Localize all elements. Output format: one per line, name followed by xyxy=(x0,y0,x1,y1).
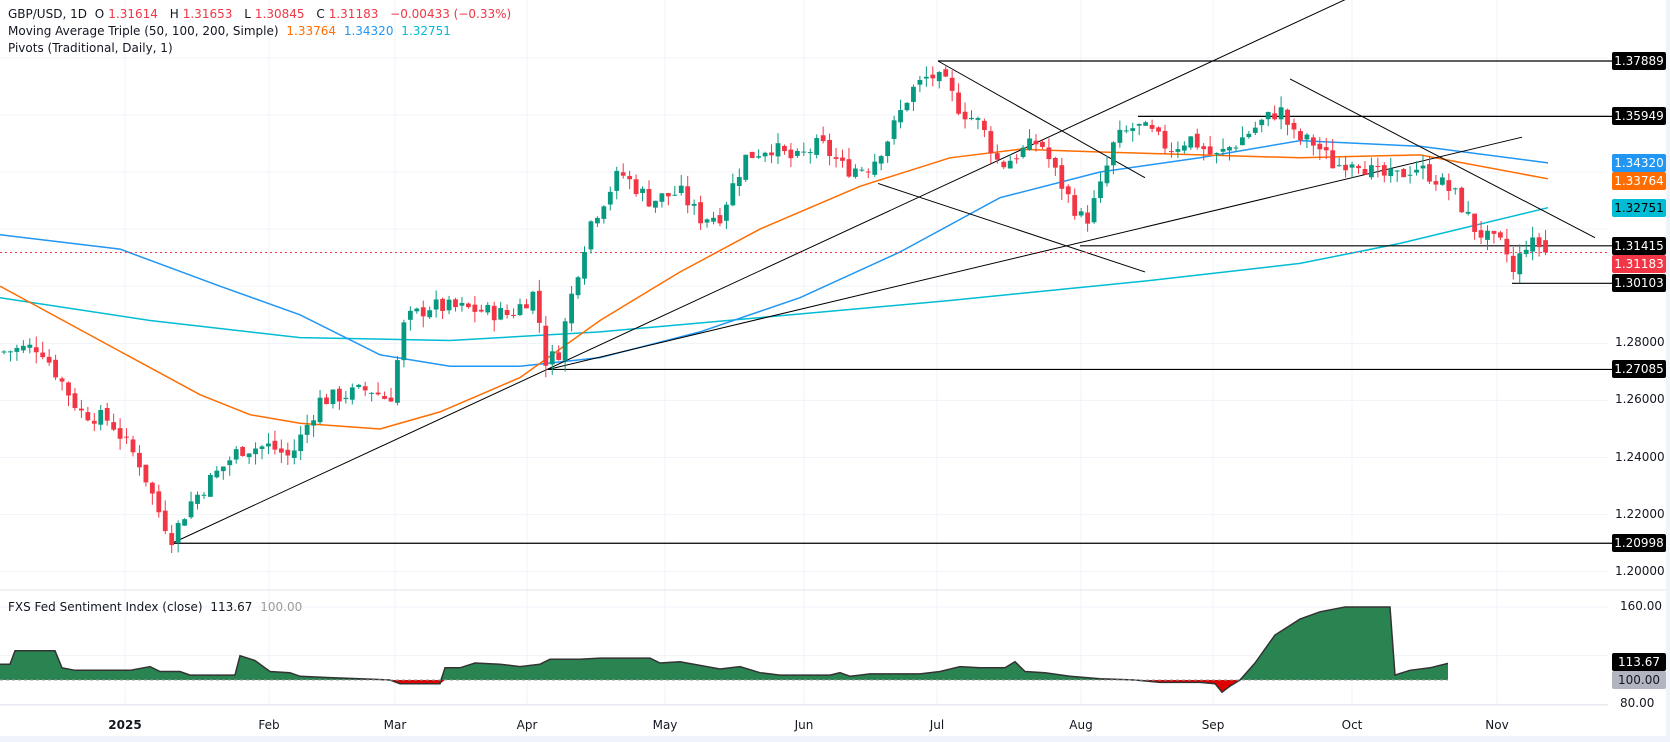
time-label-feb: Feb xyxy=(258,718,280,732)
price-tag-ma100: 1.34320 xyxy=(1612,153,1666,172)
symbol-legend: GBP/USD, 1D O 1.31614 H 1.31653 L 1.30845 C… xyxy=(8,6,515,22)
time-label-apr: Apr xyxy=(516,718,538,732)
ma100-line[interactable] xyxy=(0,139,1549,367)
price-tag-ma50: 1.33764 xyxy=(1612,171,1666,190)
sentiment-legend[interactable]: FXS Fed Sentiment Index (close) 113.67 1… xyxy=(8,599,306,615)
sentiment-positive-area xyxy=(0,607,1448,680)
time-label-mar: Mar xyxy=(383,718,407,732)
time-label-jul: Jul xyxy=(929,718,945,732)
price-tag-pivot: 1.27085 xyxy=(1612,360,1666,379)
time-label-nov: Nov xyxy=(1485,718,1509,732)
ma100-value: 1.34320 xyxy=(343,24,394,38)
open-label: O xyxy=(94,7,105,21)
high-value: 1.31653 xyxy=(182,7,233,21)
close-value: 1.31183 xyxy=(328,7,379,21)
time-label-2025: 2025 xyxy=(108,718,142,732)
price-tag-pivot: 1.31415 xyxy=(1612,236,1666,255)
change-value: −0.00433 (−0.33%) xyxy=(390,7,512,21)
ma200-line[interactable] xyxy=(0,206,1549,342)
sentiment-tick: 160.00 xyxy=(1620,598,1662,613)
price-tick: 1.24000 xyxy=(1615,449,1665,464)
price-tag-pivot: 1.30103 xyxy=(1612,274,1666,293)
time-label-aug: Aug xyxy=(1069,718,1093,732)
price-tag-pivot: 1.20998 xyxy=(1612,534,1666,553)
low-label: L xyxy=(244,7,251,21)
ma-legend[interactable]: Moving Average Triple (50, 100, 200, Sim… xyxy=(8,23,455,39)
time-label-oct: Oct xyxy=(1341,718,1363,732)
ma50-value: 1.33764 xyxy=(286,24,336,38)
ma-label: Moving Average Triple (50, 100, 200, Sim… xyxy=(8,24,279,38)
sentiment-tag-last: 113.67 xyxy=(1612,653,1666,672)
right-border xyxy=(1666,0,1670,742)
bottom-border xyxy=(0,736,1670,742)
ma200-value: 1.32751 xyxy=(401,24,451,38)
price-tick: 1.26000 xyxy=(1615,392,1665,407)
time-label-sep: Sep xyxy=(1201,718,1225,732)
ma50-line[interactable] xyxy=(0,148,1549,430)
drawings[interactable] xyxy=(171,0,1668,544)
sentiment-baseline: 100.00 xyxy=(260,600,303,614)
sentiment-value: 113.67 xyxy=(210,600,253,614)
sentiment-line[interactable] xyxy=(0,606,1449,694)
price-tick: 1.20000 xyxy=(1615,563,1665,578)
price-tick: 1.22000 xyxy=(1615,506,1665,521)
price-tick: 1.28000 xyxy=(1615,335,1665,350)
pivots-legend[interactable]: Pivots (Traditional, Daily, 1) xyxy=(8,40,177,56)
pivots-label: Pivots (Traditional, Daily, 1) xyxy=(8,41,173,55)
price-tag-pivot: 1.35949 xyxy=(1612,107,1666,126)
close-label: C xyxy=(316,7,325,21)
sentiment-tick: 80.00 xyxy=(1620,696,1655,711)
open-value: 1.31614 xyxy=(108,7,158,21)
symbol-label: GBP/USD, 1D xyxy=(8,7,87,21)
time-label-may: May xyxy=(652,718,678,732)
high-label: H xyxy=(169,7,179,21)
price-tag-ma200: 1.32751 xyxy=(1612,198,1666,217)
price-tag-last: 1.31183 xyxy=(1612,254,1666,273)
candles[interactable] xyxy=(1,66,1548,554)
time-label-jun: Jun xyxy=(794,718,814,732)
low-value: 1.30845 xyxy=(254,7,305,21)
sentiment-tag-baseline: 100.00 xyxy=(1612,671,1666,690)
price-tag-pivot: 1.37889 xyxy=(1612,52,1666,70)
sentiment-label: FXS Fed Sentiment Index (close) xyxy=(8,600,203,614)
